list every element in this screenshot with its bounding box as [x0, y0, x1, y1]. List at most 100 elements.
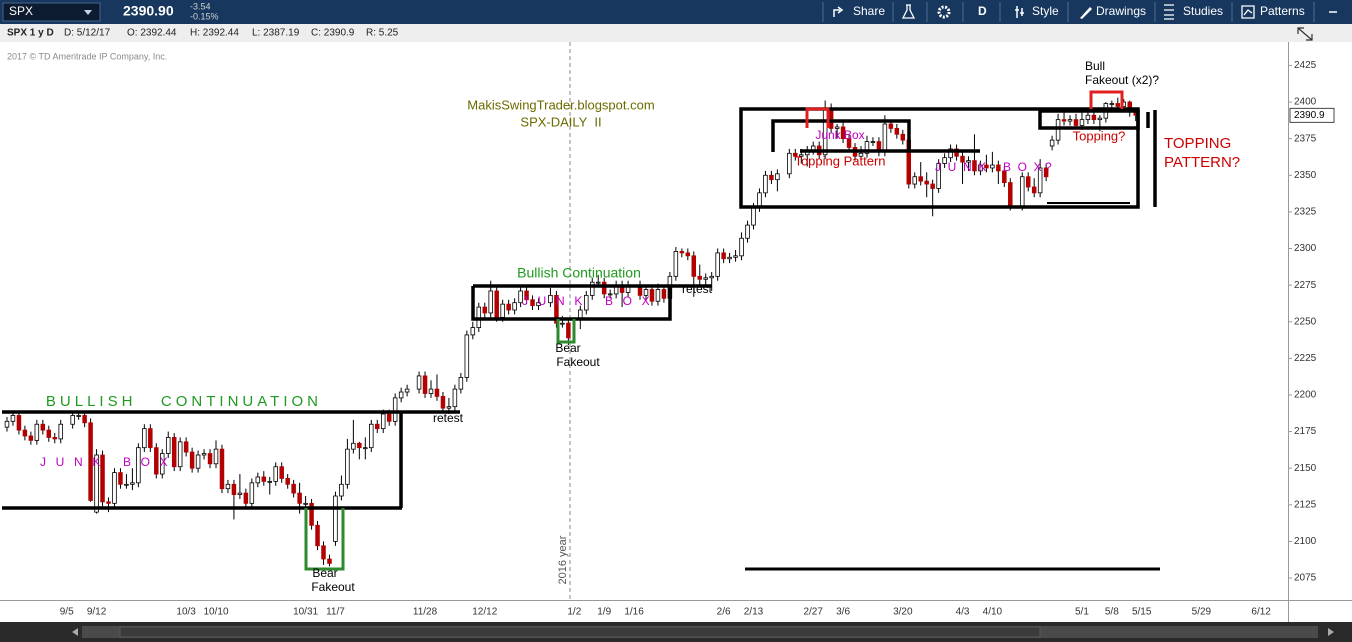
- candle-body: [46, 429, 52, 438]
- topping-box: [1038, 109, 1140, 130]
- candle-body: [82, 415, 87, 424]
- annotation: Bullish Continuation: [517, 265, 641, 281]
- x-tick-label: 5/15: [1132, 607, 1152, 618]
- annotation: Fakeout (x2)?: [1085, 73, 1159, 87]
- change: -3.54: [190, 1, 211, 11]
- annotation: Topping?: [1073, 128, 1126, 143]
- candle-body: [966, 160, 971, 163]
- candle-body: [530, 299, 535, 307]
- studies-icon[interactable]: [1164, 4, 1174, 20]
- candle-body: [506, 303, 511, 311]
- candle-body: [512, 302, 517, 311]
- candle-body: [524, 290, 529, 301]
- candle-body: [996, 164, 1001, 172]
- x-tick-label: 11/28: [413, 607, 438, 618]
- x-tick-label: 9/12: [87, 607, 107, 618]
- x-tick-label: 10/31: [293, 607, 318, 618]
- last-price-tag: [1289, 107, 1335, 123]
- y-tick-label: 2275: [1294, 280, 1317, 291]
- candle-body: [643, 289, 649, 296]
- y-tick-label: 2300: [1294, 243, 1317, 254]
- candle-body: [345, 448, 350, 485]
- candle-body: [207, 453, 213, 465]
- candle-body: [195, 454, 201, 469]
- x-tick-label: 4/3: [956, 607, 970, 618]
- inner-junk-box: [771, 119, 980, 153]
- bear-fakeout-box: [304, 508, 345, 571]
- drawings-icon[interactable]: [1080, 7, 1092, 19]
- drawings-button[interactable]: Drawings: [1096, 4, 1146, 18]
- candle-body: [440, 396, 446, 409]
- y-tick-label: 2375: [1294, 133, 1317, 144]
- candle-body: [183, 441, 189, 453]
- candle-body: [1061, 119, 1067, 122]
- x-tick-label: 3/20: [893, 607, 913, 618]
- y-tick-label: 2150: [1294, 463, 1317, 474]
- scroll-thumb[interactable]: [119, 626, 1041, 638]
- candle-body: [470, 327, 476, 336]
- x-tick-label: 2/13: [744, 607, 764, 618]
- annotation: Bear: [555, 341, 580, 355]
- y-tick-label: 2075: [1294, 573, 1317, 584]
- candle-body: [649, 289, 655, 302]
- candle-body: [661, 289, 667, 299]
- patterns-button[interactable]: Patterns: [1260, 4, 1305, 18]
- candle-body: [888, 123, 894, 129]
- annotation: BULLISH CONTINUATION: [46, 393, 322, 410]
- candle-body: [177, 441, 183, 468]
- x-tick-label: 12/12: [472, 607, 497, 618]
- y-tick-label: 2225: [1294, 353, 1317, 364]
- candle-body: [978, 164, 983, 172]
- candle-body: [846, 138, 852, 148]
- drawings: [2, 107, 1160, 571]
- candle-body: [1067, 119, 1073, 122]
- gear-icon[interactable]: [937, 5, 951, 19]
- y-tick-label: 2400: [1294, 97, 1317, 108]
- x-tick-label: 10/10: [203, 607, 228, 618]
- studies-button[interactable]: Studies: [1183, 4, 1223, 18]
- x-tick-label: 1/9: [597, 607, 611, 618]
- candle-body: [536, 302, 541, 307]
- candle-body: [793, 152, 798, 157]
- candle-body: [488, 290, 493, 314]
- candle-body: [351, 442, 356, 450]
- info-field: H: 2392.44: [190, 28, 239, 39]
- period-button[interactable]: D: [978, 4, 987, 18]
- style-button[interactable]: Style: [1032, 4, 1059, 18]
- change-pct: -0.15%: [190, 11, 219, 21]
- share-icon[interactable]: [833, 6, 844, 17]
- candle-body: [673, 251, 679, 277]
- candle-body: [52, 437, 58, 440]
- candle-body: [500, 303, 505, 318]
- candle-body: [118, 472, 123, 485]
- patterns-icon[interactable]: [1241, 5, 1255, 19]
- candle-body: [261, 476, 267, 482]
- candle-body: [28, 435, 34, 441]
- copyright: 2017 © TD Ameritrade IP Company, Inc.: [7, 51, 167, 61]
- style-icon[interactable]: [1015, 6, 1024, 18]
- candle-body: [584, 294, 589, 311]
- candle-body: [697, 275, 703, 280]
- annotation: Topping Pattern: [794, 153, 885, 168]
- info-fields: SPX 1 y D D: 5/12/17 O: 2392.44 H: 2392.…: [7, 28, 399, 39]
- candle-body: [458, 376, 464, 390]
- candle-body: [864, 141, 870, 154]
- dropdown-arrow[interactable]: [84, 10, 92, 15]
- candle-body: [160, 453, 165, 475]
- flask-icon[interactable]: [901, 4, 916, 19]
- candle-body: [363, 447, 368, 450]
- x-tick-label: 5/29: [1192, 607, 1212, 618]
- info-field: O: 2392.44: [127, 28, 177, 39]
- bull-fakeout-boxes: [805, 90, 1124, 128]
- info-title: SPX 1 y D: [7, 28, 54, 39]
- toolbar-separators: [822, 2, 1315, 22]
- symbol-input[interactable]: [2, 2, 101, 22]
- candle-body: [960, 155, 965, 163]
- annotation: J U N K B O X: [40, 455, 169, 469]
- annotation: J U N K B O X: [522, 294, 651, 308]
- candle-body: [984, 164, 989, 169]
- expand-icon[interactable]: [1297, 27, 1313, 41]
- share-button[interactable]: Share: [853, 4, 885, 18]
- candle-body: [136, 447, 141, 484]
